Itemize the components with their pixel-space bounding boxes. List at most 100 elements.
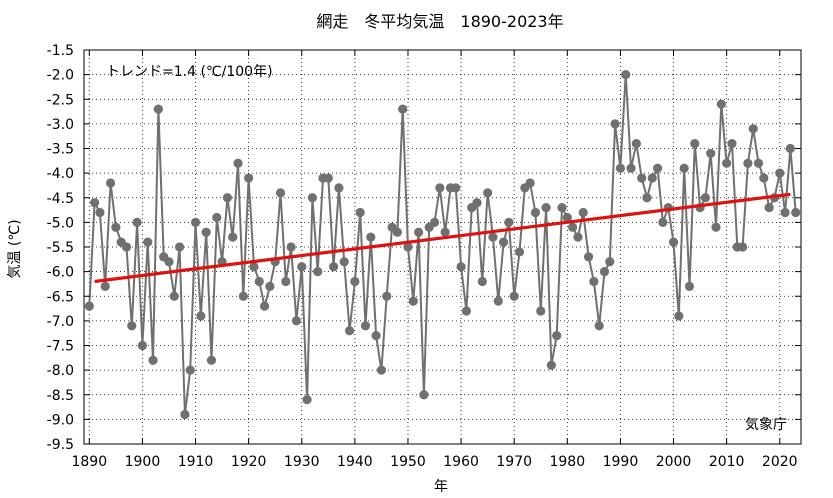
data-point [791, 207, 801, 218]
data-point [137, 340, 148, 351]
y-tick-label: -8.0 [47, 363, 74, 379]
data-point [637, 173, 647, 183]
y-tick-label: -5.0 [47, 215, 74, 231]
data-point [360, 321, 371, 331]
data-point [583, 252, 594, 262]
data-point [169, 291, 179, 301]
data-point [541, 203, 551, 213]
y-tick-label: -5.5 [47, 240, 74, 256]
data-point [642, 193, 652, 203]
data-point [621, 70, 631, 80]
data-point [403, 242, 413, 252]
data-point [238, 291, 248, 301]
data-point [504, 217, 514, 227]
data-point [589, 276, 599, 287]
data-point [764, 203, 774, 213]
x-tick-label: 2020 [762, 454, 798, 470]
data-point [610, 119, 620, 129]
x-tick-label: 1940 [337, 454, 373, 470]
data-point [344, 326, 355, 336]
x-tick-label: 1970 [496, 454, 532, 470]
trend-line [94, 192, 791, 284]
data-point [233, 158, 243, 168]
data-point [690, 138, 700, 149]
data-point [143, 237, 153, 247]
x-tick-label: 1890 [71, 454, 107, 470]
x-tick-label: 2000 [656, 454, 692, 470]
data-point [753, 158, 764, 168]
data-point [461, 306, 471, 316]
data-point [552, 331, 562, 341]
data-point [711, 222, 721, 232]
data-point [530, 207, 541, 218]
series-line [88, 74, 797, 415]
data-point [228, 232, 238, 242]
x-axis-title: 年 [434, 479, 448, 495]
data-point [339, 257, 349, 267]
x-tick-label: 1930 [284, 454, 320, 470]
data-point [429, 217, 440, 227]
data-point [653, 163, 663, 173]
data-point [472, 198, 482, 208]
plot-frame [83, 49, 802, 445]
data-point [780, 207, 790, 218]
data-point [658, 217, 668, 227]
data-point [291, 316, 302, 326]
x-tick-label: 2010 [709, 454, 745, 470]
chart-title: 網走 冬平均気温 1890-2023年 [316, 12, 563, 31]
y-tick-label: -9.5 [47, 437, 74, 453]
data-point [573, 232, 583, 242]
data-point [451, 183, 461, 193]
data-point [759, 173, 769, 183]
data-point [594, 321, 604, 331]
x-tick-label: 1960 [443, 454, 479, 470]
data-point [334, 183, 344, 193]
data-point [647, 173, 657, 183]
y-tick-label: -7.0 [47, 314, 74, 330]
data-point [206, 355, 217, 365]
data-point [127, 321, 137, 331]
y-tick-label: -4.0 [47, 166, 74, 182]
x-tick-label: 1950 [390, 454, 426, 470]
data-point [668, 237, 679, 247]
data-point [419, 390, 429, 400]
y-tick-label: -6.0 [47, 265, 74, 281]
data-point [568, 222, 578, 232]
data-point [366, 232, 376, 242]
grid [84, 49, 801, 445]
data-point [498, 237, 509, 247]
data-point [323, 173, 333, 183]
x-tick-label: 1900 [125, 454, 161, 470]
data-point [546, 360, 556, 370]
y-tick-label: -6.5 [47, 289, 74, 305]
data-point [275, 188, 286, 198]
data-point [329, 262, 339, 272]
data-point [265, 281, 275, 291]
x-tick-label: 1920 [231, 454, 267, 470]
data-point [95, 207, 105, 218]
data-point [249, 262, 259, 272]
data-point [775, 168, 785, 178]
series-layer [84, 70, 801, 420]
data-point [371, 331, 381, 341]
data-point [456, 262, 466, 272]
data-point [674, 311, 684, 321]
data-point [716, 99, 726, 109]
data-point [578, 207, 588, 218]
data-point [132, 217, 142, 227]
data-point [722, 158, 732, 168]
data-point [435, 183, 445, 193]
y-tick-label: -9.0 [47, 412, 74, 428]
data-point [185, 365, 195, 375]
data-point [100, 281, 110, 291]
data-point [493, 296, 503, 306]
data-point [743, 158, 753, 168]
y-tick-labels: -1.5 -2.0 -2.5 -3.0 -3.5 -4.0 -4.5 -5.0 -5.5 -6.0… [47, 43, 74, 453]
data-point [355, 207, 365, 218]
y-tick-label: -4.5 [47, 191, 74, 207]
data-point [631, 138, 641, 149]
x-tick-label: 1910 [178, 454, 214, 470]
data-point [408, 296, 418, 306]
x-tick-labels: 1890 1900 1910 1920 1930 1940 1950 1960 1970 1980… [71, 454, 797, 470]
data-point [525, 178, 535, 188]
